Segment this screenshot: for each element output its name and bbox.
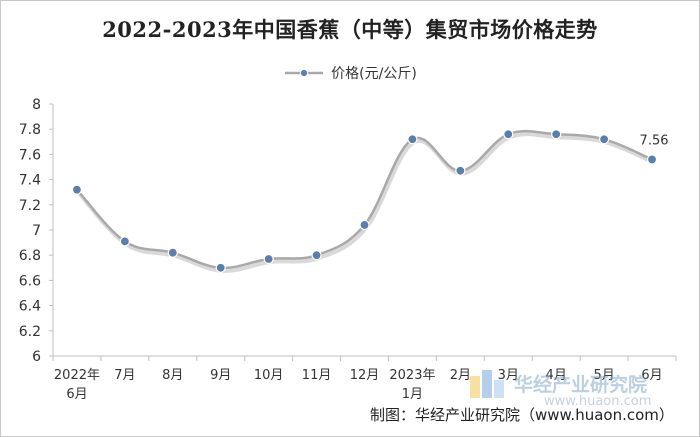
watermark: 华经产业研究院 bbox=[468, 366, 647, 400]
data-point bbox=[551, 129, 562, 140]
x-tick-label: 4月 bbox=[546, 368, 567, 383]
y-tick-label: 7.2 bbox=[19, 198, 41, 214]
x-tick-label: 12月 bbox=[350, 368, 380, 383]
data-label: 7.56 bbox=[640, 133, 669, 148]
x-tick-label: 3月 bbox=[498, 368, 519, 383]
data-point bbox=[455, 165, 466, 176]
data-point bbox=[407, 134, 418, 145]
data-point bbox=[167, 247, 178, 258]
series-line bbox=[75, 129, 654, 270]
huajing-logo-icon bbox=[470, 370, 504, 398]
source-note: 制图：华经产业研究院（www.huaon.com） bbox=[370, 406, 674, 424]
data-point bbox=[263, 253, 274, 265]
chart-title: 2022-2023年中国香蕉（中等）集贸市场价格走势 bbox=[102, 17, 598, 42]
data-point bbox=[215, 262, 226, 273]
data-point bbox=[359, 219, 370, 231]
data-point bbox=[503, 129, 514, 140]
x-tick-label: 6月 bbox=[641, 368, 662, 383]
x-tick-label: 5月 bbox=[593, 368, 614, 383]
x-tick-label: 9月 bbox=[210, 368, 231, 383]
y-tick-label: 6.6 bbox=[19, 273, 41, 289]
watermark-text: 华经产业研究院 bbox=[514, 373, 648, 396]
y-tick-label: 6 bbox=[32, 349, 41, 365]
y-tick-label: 7.6 bbox=[19, 147, 41, 163]
x-tick-label: 2023年 1月 bbox=[389, 368, 435, 402]
watermark-url: www.huaon.com bbox=[544, 394, 652, 409]
x-tick-label: 10月 bbox=[254, 368, 284, 383]
data-point bbox=[119, 236, 130, 247]
y-tick-label: 7.4 bbox=[19, 173, 41, 189]
data-point bbox=[311, 250, 322, 261]
x-tick-label: 8月 bbox=[162, 368, 183, 383]
y-tick-label: 6.2 bbox=[19, 324, 41, 340]
x-tick-label: 2月 bbox=[450, 368, 471, 383]
data-point bbox=[71, 184, 83, 195]
legend-label: 价格(元/公斤) bbox=[331, 66, 417, 82]
y-tick-label: 6.8 bbox=[19, 248, 41, 264]
chart-legend: 价格(元/公斤) bbox=[0, 63, 700, 83]
data-point bbox=[646, 154, 658, 165]
x-tick-label: 7月 bbox=[114, 368, 135, 383]
data-point bbox=[599, 134, 610, 145]
y-tick-label: 7 bbox=[32, 223, 41, 239]
y-tick-label: 6.4 bbox=[19, 299, 41, 315]
x-tick-label: 11月 bbox=[302, 368, 332, 383]
y-tick-label: 8 bbox=[32, 97, 41, 113]
legend-marker-icon bbox=[285, 68, 324, 78]
y-tick-label: 7.8 bbox=[19, 122, 41, 138]
x-tick-label: 2022年 6月 bbox=[54, 368, 100, 402]
